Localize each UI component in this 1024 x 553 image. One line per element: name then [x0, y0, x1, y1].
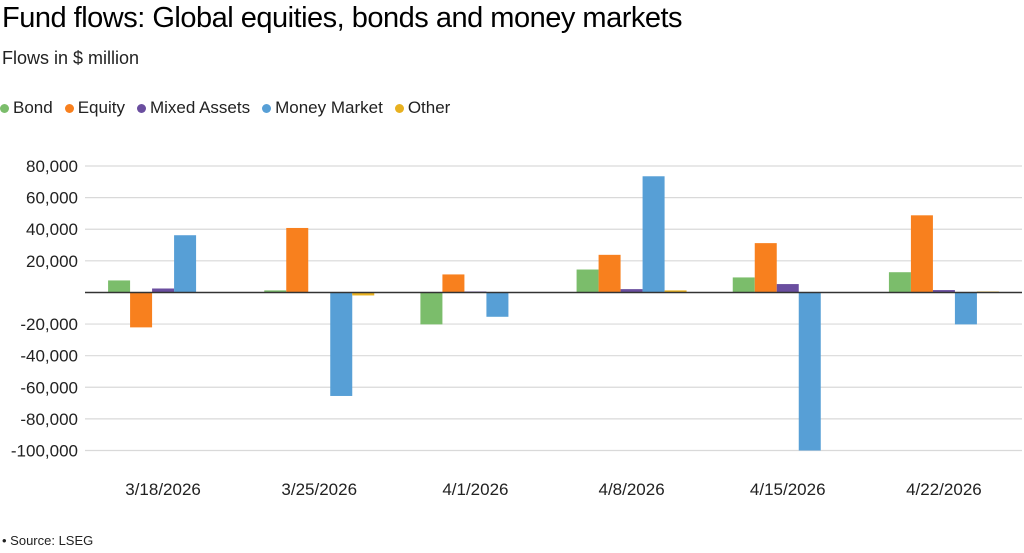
- x-tick-label: 3/25/2026: [281, 480, 357, 499]
- source-note: • Source: LSEG: [2, 533, 94, 548]
- bar-money-market: [330, 292, 353, 396]
- bar-money-market: [954, 292, 977, 325]
- legend-marker: [136, 103, 146, 113]
- y-tick-label: 20,000: [26, 252, 78, 271]
- bar-equity: [130, 292, 153, 328]
- bar-other: [664, 290, 687, 293]
- bar-money-market: [642, 176, 665, 293]
- legend-item: Money Market: [262, 98, 383, 118]
- x-tick-label: 4/8/2026: [598, 480, 664, 499]
- bar-mixed-assets: [620, 289, 643, 293]
- y-tick-label: -80,000: [20, 410, 78, 429]
- y-tick-label: -20,000: [20, 315, 78, 334]
- bar-mixed-assets: [776, 284, 799, 293]
- legend-marker: [64, 103, 74, 113]
- bar-equity: [442, 274, 465, 293]
- legend-marker: [262, 103, 272, 113]
- bar-bond: [576, 269, 599, 293]
- bar-equity: [598, 254, 621, 293]
- bar-money-market: [486, 292, 509, 317]
- legend-item: Bond: [0, 98, 53, 118]
- bar-bond: [732, 277, 755, 293]
- bar-bond: [108, 280, 131, 293]
- x-tick-label: 4/22/2026: [906, 480, 982, 499]
- bar-mixed-assets: [932, 290, 955, 293]
- bar-bond: [420, 292, 443, 325]
- y-tick-label: 40,000: [26, 220, 78, 239]
- bar-money-market: [174, 235, 197, 293]
- y-tick-label: 60,000: [26, 189, 78, 208]
- legend-label: Equity: [77, 98, 125, 117]
- x-tick-label: 4/15/2026: [750, 480, 826, 499]
- legend: Bond Equity Mixed Assets Money Market Other: [0, 98, 450, 118]
- bar-equity: [910, 215, 933, 293]
- legend-item: Mixed Assets: [136, 98, 251, 118]
- bar-equity: [286, 227, 309, 293]
- legend-label: Mixed Assets: [149, 98, 251, 117]
- y-tick-label: -100,000: [11, 442, 78, 461]
- x-tick-label: 3/18/2026: [125, 480, 201, 499]
- legend-marker: [0, 103, 9, 113]
- legend-item: Equity: [64, 98, 125, 118]
- legend-item: Other: [394, 98, 451, 118]
- legend-label: Other: [407, 98, 451, 117]
- bar-bond: [888, 272, 911, 293]
- bar-mixed-assets: [152, 288, 175, 293]
- bar-bond: [264, 290, 287, 293]
- y-tick-label: 80,000: [26, 157, 78, 176]
- bar-money-market: [798, 292, 821, 451]
- legend-label: Bond: [13, 98, 53, 117]
- legend-label: Money Market: [275, 98, 383, 117]
- x-tick-label: 4/1/2026: [442, 480, 508, 499]
- y-tick-label: -40,000: [20, 347, 78, 366]
- legend-marker: [394, 103, 404, 113]
- chart-subtitle: Flows in $ million: [2, 48, 140, 68]
- chart-title: Fund flows: Global equities, bonds and m…: [2, 2, 683, 34]
- y-tick-label: -60,000: [20, 378, 78, 397]
- bar-other: [352, 292, 375, 296]
- bar-equity: [754, 243, 777, 293]
